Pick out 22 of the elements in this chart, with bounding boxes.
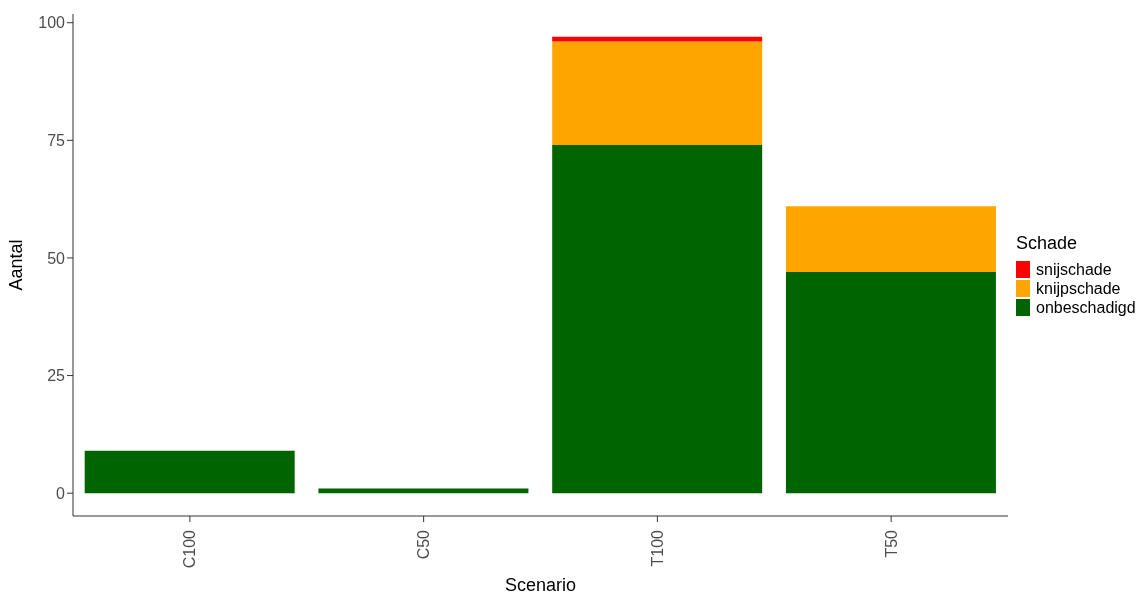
- y-axis-title: Aantal: [6, 239, 27, 291]
- x-axis-title: Scenario: [504, 575, 577, 595]
- bar: [318, 488, 529, 494]
- bar: [84, 450, 295, 494]
- y-tick-label: 50: [47, 249, 66, 267]
- bar: [552, 36, 763, 42]
- bar: [552, 145, 763, 494]
- bar: [785, 206, 996, 273]
- legend-title: Schade: [1016, 233, 1079, 254]
- x-tick-label: C50: [415, 529, 433, 560]
- x-tick-label: T100: [648, 529, 666, 567]
- bar: [785, 272, 996, 494]
- legend-label: knijpschade: [1036, 279, 1121, 298]
- y-tick-label: 0: [56, 484, 66, 502]
- legend-label: snijschade: [1036, 260, 1112, 279]
- y-tick-label: 100: [38, 14, 66, 32]
- legend-label: onbeschadigd: [1036, 298, 1136, 317]
- x-tick-label: C100: [181, 529, 199, 569]
- y-tick-label: 75: [47, 132, 66, 149]
- y-tick-label: 25: [47, 367, 66, 385]
- bar: [552, 41, 763, 146]
- x-tick-label: T50: [882, 529, 900, 558]
